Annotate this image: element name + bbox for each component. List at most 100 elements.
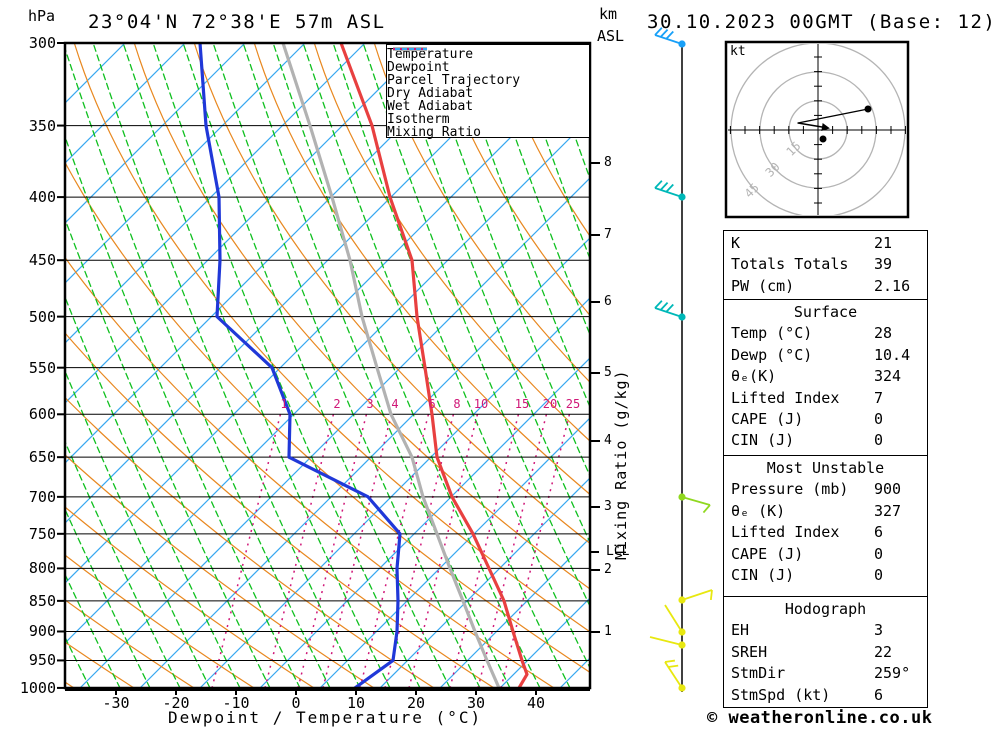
table-row: CAPE (J) 0 <box>724 544 927 565</box>
pressure-tick-label: 650 <box>28 448 56 467</box>
table-row-label: Temp (°C) <box>731 324 813 343</box>
table-row-label: Totals Totals <box>731 255 849 274</box>
mixing-ratio-value-label: 6 <box>428 397 436 411</box>
table-row-label: K <box>731 234 741 252</box>
legend-label: Parcel Trajectory <box>387 73 521 88</box>
pressure-tick-label: 1000 <box>19 678 56 697</box>
table-row-value: 10.4 <box>874 345 911 364</box>
table-row-value: 7 <box>874 388 884 407</box>
pressure-tick-label: 500 <box>28 307 56 326</box>
table-row-value: 39 <box>874 255 893 274</box>
table-row: PW (cm) 2.16 <box>724 276 927 297</box>
mixing-ratio-value-label: 4 <box>391 397 399 411</box>
table-row-value: 6 <box>874 685 884 704</box>
table-row: CAPE (J) 0 <box>724 409 927 430</box>
km-tick-label: 3 <box>604 499 612 514</box>
table-row: Temp (°C) 28 <box>724 323 927 344</box>
table-row-value: 2.16 <box>874 276 911 295</box>
table-row-value: 900 <box>874 480 902 499</box>
mixing-ratio-value-label: 3 <box>366 397 374 411</box>
temp-tick-label: 30 <box>466 694 486 712</box>
table-row: K 21 <box>724 233 927 254</box>
table-row-label: Pressure (mb) <box>731 480 849 499</box>
legend-label: Dry Adiabat <box>387 86 474 101</box>
table-row-value: 0 <box>874 565 884 584</box>
pressure-tick-label: 300 <box>28 34 56 52</box>
temp-tick-label: 0 <box>291 694 301 712</box>
pressure-tick-label: 550 <box>28 358 56 377</box>
table-row: StmDir 259° <box>724 663 927 684</box>
table-row-label: CIN (J) <box>731 565 795 584</box>
pressure-tick-label: 750 <box>28 524 56 543</box>
table-row: CIN (J) 0 <box>724 430 927 451</box>
altitude-unit-km: km <box>599 5 618 23</box>
table-title: Surface <box>793 303 858 321</box>
table-row: StmSpd (kt) 6 <box>724 685 927 706</box>
table-row-value: 22 <box>874 642 893 661</box>
legend-label: Dewpoint <box>387 60 450 75</box>
table-row: Dewp (°C) 10.4 <box>724 345 927 366</box>
lcl-label: LCL <box>606 544 630 559</box>
table-row: θₑ(K) 324 <box>724 366 927 387</box>
table-row: SREH 22 <box>724 642 927 663</box>
pressure-unit-label: hPa <box>28 7 56 25</box>
legend-swatch-mixing-ratio <box>393 48 427 50</box>
table-row-label: StmSpd (kt) <box>731 685 831 704</box>
pressure-tick-label: 600 <box>28 405 56 424</box>
legend-label: Isotherm <box>387 112 450 127</box>
run-title: 30.10.2023 00GMT (Base: 12) <box>647 11 997 33</box>
table-row-label: CIN (J) <box>731 431 795 450</box>
legend-label: Wet Adiabat <box>387 99 474 114</box>
table-row: EH 3 <box>724 620 927 641</box>
table-row-value: 0 <box>874 409 884 428</box>
temp-tick-label: -30 <box>102 694 130 712</box>
mixing-ratio-value-label: 25 <box>565 397 581 411</box>
table-row-value: 28 <box>874 324 893 343</box>
table-row: Totals Totals 39 <box>724 254 927 275</box>
table-row-label: SREH <box>731 642 768 661</box>
pressure-tick-label: 350 <box>28 116 56 135</box>
hodograph-unit-label: kt <box>730 44 746 59</box>
temp-tick-label: 20 <box>406 694 426 712</box>
table-row-value: 327 <box>874 501 902 520</box>
table-row-label: Lifted Index <box>731 388 840 407</box>
table-row-label: CAPE (J) <box>731 409 804 428</box>
table-row-label: θₑ(K) <box>731 367 777 386</box>
mixing-ratio-value-label: 10 <box>473 397 489 411</box>
table-row-label: Dewp (°C) <box>731 345 813 364</box>
table-row-label: Lifted Index <box>731 523 840 542</box>
pressure-tick-label: 800 <box>28 559 56 578</box>
table-row-label: StmDir <box>731 664 786 683</box>
table-row-value: 3 <box>874 621 884 640</box>
table-row-value: 324 <box>874 367 902 386</box>
temp-tick-label: 40 <box>526 694 546 712</box>
station-title: 23°04'N 72°38'E 57m ASL <box>88 11 386 33</box>
table-row: CIN (J) 0 <box>724 565 927 586</box>
mixing-ratio-value-label: 1 <box>280 397 288 411</box>
mixing-ratio-value-label: 2 <box>333 397 341 411</box>
pressure-tick-label: 700 <box>28 487 56 506</box>
pressure-tick-label: 450 <box>28 251 56 270</box>
data-table: Hodograph EH 3 SREH 22 StmDir 259° StmSpd (kt) 6 <box>723 596 928 708</box>
legend-label: Temperature <box>387 47 474 62</box>
temp-axis-title: Dewpoint / Temperature (°C) <box>168 708 483 727</box>
pressure-tick-label: 850 <box>28 591 56 610</box>
table-row-value: 0 <box>874 544 884 563</box>
table-row: Lifted Index 7 <box>724 388 927 409</box>
legend-item: Mixing Ratio <box>387 48 589 139</box>
mixing-ratio-value-label: 20 <box>542 397 558 411</box>
temp-tick-label: -10 <box>222 694 250 712</box>
temp-tick-label: -20 <box>162 694 190 712</box>
table-row-value: 259° <box>874 664 911 683</box>
pressure-tick-label: 900 <box>28 622 56 641</box>
data-table: Surface Temp (°C) 28 Dewp (°C) 10.4 θₑ(K) 324 L… <box>723 299 928 456</box>
legend-box: Temperature Dewpoint Parcel Trajectory Dry … <box>386 44 590 139</box>
table-row-label: θₑ (K) <box>731 501 786 520</box>
table-row-label: CAPE (J) <box>731 544 804 563</box>
km-tick-label: 8 <box>604 155 612 170</box>
km-tick-label: 5 <box>604 365 612 380</box>
table-row-label: EH <box>731 621 750 640</box>
km-tick-label: 7 <box>604 227 612 242</box>
